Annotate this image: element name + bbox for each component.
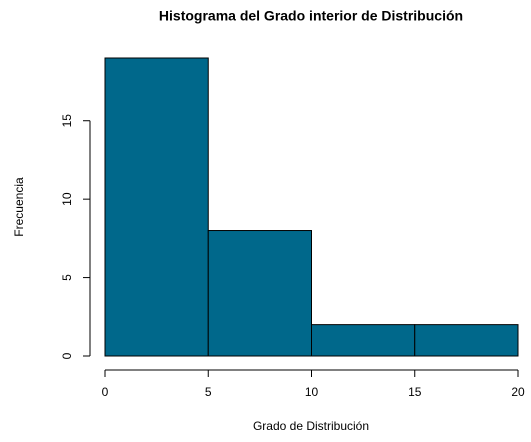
bar (414, 324, 519, 357)
x-axis-label: Grado de Distribución (253, 419, 369, 433)
y-tick-label: 0 (60, 352, 74, 359)
y-tick-label: 5 (60, 274, 74, 281)
bar (207, 230, 312, 357)
bar (311, 324, 416, 357)
x-tick-label: 10 (305, 385, 319, 399)
x-tick-label: 5 (205, 385, 212, 399)
chart-title: Histograma del Grado interior de Distrib… (159, 8, 463, 24)
bar (104, 57, 209, 357)
x-tick-label: 0 (102, 385, 109, 399)
y-tick-label: 10 (60, 192, 74, 206)
y-axis-label: Frecuencia (12, 177, 26, 237)
x-tick-label: 20 (511, 385, 525, 399)
x-tick-label: 15 (408, 385, 422, 399)
y-tick-label: 15 (60, 114, 74, 128)
